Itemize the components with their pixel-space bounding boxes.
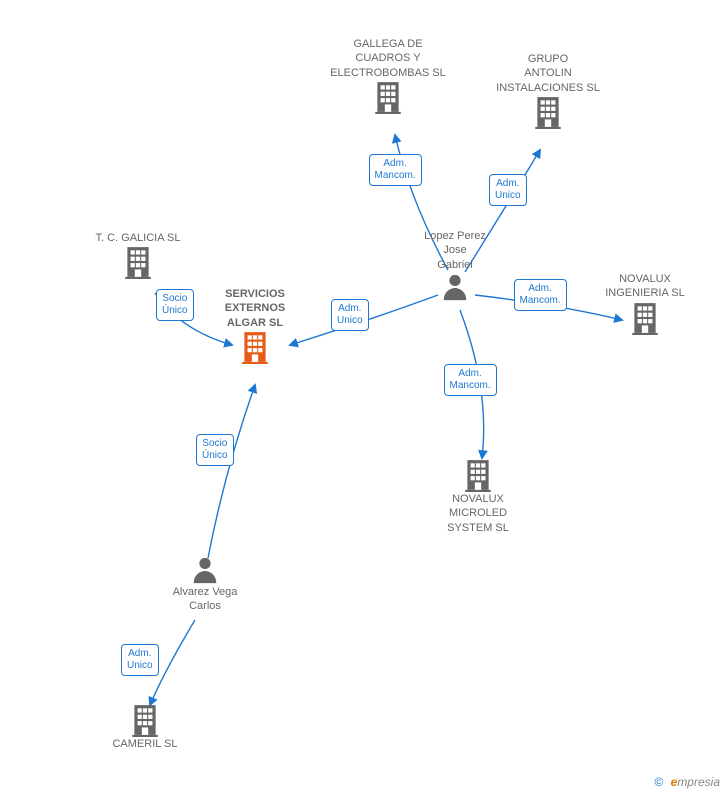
- node-label: GALLEGA DECUADROS YELECTROBOMBAS SL: [330, 38, 446, 79]
- node-alvarez: Alvarez VegaCarlos: [135, 555, 275, 614]
- building-icon: [461, 458, 495, 492]
- node-center: SERVICIOSEXTERNOSALGAR SL: [185, 287, 325, 364]
- edge-label-1: SocioÚnico: [196, 434, 234, 466]
- node-label: CAMERIL SL: [112, 738, 177, 750]
- node-gai: GRUPOANTOLININSTALACIONES SL: [478, 52, 618, 129]
- node-label: NOVALUXMICROLEDSYSTEM SL: [447, 493, 509, 534]
- edge-label-3: Adm.Mancom.: [369, 154, 422, 186]
- node-cameril: CAMERIL SL: [75, 703, 215, 751]
- node-lopez: Lopez PerezJoseGabriel: [385, 229, 525, 302]
- edges-layer: [0, 0, 728, 795]
- edge-label-6: Adm.Mancom.: [444, 364, 497, 396]
- node-novMicro: NOVALUXMICROLEDSYSTEM SL: [408, 458, 548, 535]
- edge-1: [208, 385, 255, 558]
- copyright-symbol: ©: [654, 775, 663, 789]
- node-novIng: NOVALUXINGENIERIA SL: [575, 272, 715, 335]
- node-label: Alvarez VegaCarlos: [173, 586, 238, 612]
- node-label: SERVICIOSEXTERNOSALGAR SL: [225, 288, 286, 329]
- node-label: T. C. GALICIA SL: [96, 232, 181, 244]
- person-icon: [190, 555, 220, 585]
- edge-label-2: Adm.Unico: [331, 299, 369, 331]
- edge-label-4: Adm.Unico: [489, 174, 527, 206]
- building-icon: [238, 330, 272, 364]
- building-icon: [121, 245, 155, 279]
- building-icon: [128, 703, 162, 737]
- watermark-brand-rest: mpresia: [677, 775, 720, 789]
- person-icon: [440, 272, 470, 302]
- edge-label-0: SocioÚnico: [156, 289, 194, 321]
- building-icon: [628, 301, 662, 335]
- edge-label-7: Adm.Unico: [121, 644, 159, 676]
- node-gce: GALLEGA DECUADROS YELECTROBOMBAS SL: [318, 37, 458, 114]
- node-label: NOVALUXINGENIERIA SL: [605, 273, 684, 299]
- node-label: Lopez PerezJoseGabriel: [424, 230, 486, 271]
- node-tcg: T. C. GALICIA SL: [68, 231, 208, 279]
- edge-label-5: Adm.Mancom.: [514, 279, 567, 311]
- building-icon: [371, 80, 405, 114]
- node-label: GRUPOANTOLININSTALACIONES SL: [496, 53, 600, 94]
- building-icon: [531, 95, 565, 129]
- watermark: © empresia: [654, 775, 720, 789]
